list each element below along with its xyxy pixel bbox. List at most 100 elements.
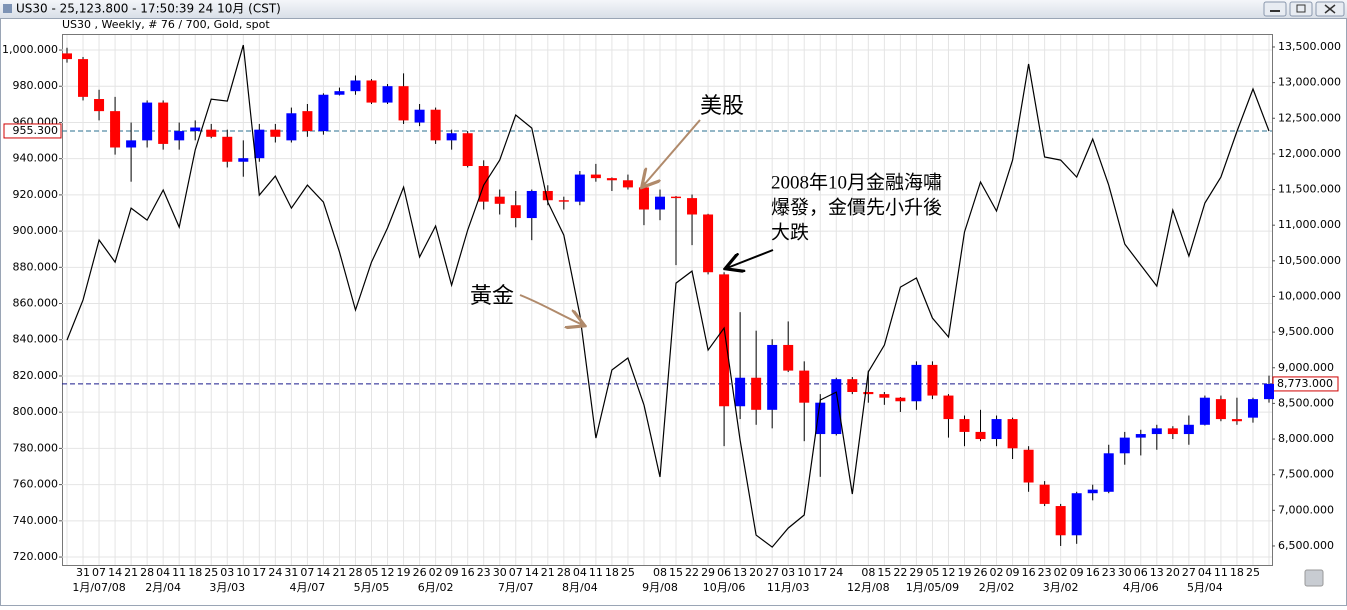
x-tick-label: 08 bbox=[653, 566, 667, 579]
candle-body bbox=[174, 131, 185, 141]
x-tick-label: 26 bbox=[974, 566, 988, 579]
y2-tick-label: 9,000.000 bbox=[1278, 361, 1334, 374]
x-tick-label: 23 bbox=[477, 566, 491, 579]
candle-body bbox=[703, 214, 714, 273]
x-tick-label: 25 bbox=[621, 566, 635, 579]
x-tick-label: 18 bbox=[188, 566, 202, 579]
candle-body bbox=[494, 196, 505, 204]
x-tick-label: 25 bbox=[1246, 566, 1260, 579]
x-tick-label: 18 bbox=[1230, 566, 1244, 579]
candle-body bbox=[526, 190, 537, 219]
x-tick-label: 17 bbox=[252, 566, 266, 579]
x-period-label: 1月/05/09 bbox=[906, 581, 959, 594]
x-tick-label: 06 bbox=[1134, 566, 1148, 579]
y2-tick-label: 11,500.000 bbox=[1278, 183, 1341, 196]
x-tick-label: 15 bbox=[669, 566, 683, 579]
x-period-label: 7月/07 bbox=[498, 581, 534, 594]
annotation-arrow bbox=[643, 119, 701, 186]
x-tick-label: 04 bbox=[573, 566, 587, 579]
annotation: 美股 bbox=[700, 93, 744, 118]
restore-button[interactable] bbox=[1289, 1, 1313, 17]
candle-body bbox=[879, 394, 890, 398]
candle-body bbox=[366, 80, 377, 103]
x-tick-label: 11 bbox=[172, 566, 186, 579]
y2-tick-label: 12,000.000 bbox=[1278, 147, 1341, 160]
candle-body bbox=[206, 129, 217, 137]
candle-body bbox=[767, 344, 778, 410]
minimize-button[interactable] bbox=[1263, 1, 1287, 17]
candle-body bbox=[815, 402, 826, 435]
x-tick-label: 10 bbox=[797, 566, 811, 579]
candle-body bbox=[1039, 484, 1050, 504]
price-label: 955.300 bbox=[13, 124, 59, 137]
x-tick-label: 07 bbox=[509, 566, 523, 579]
annotation-arrow bbox=[727, 249, 774, 268]
candle-body bbox=[751, 377, 762, 410]
candle-body bbox=[847, 379, 858, 392]
candle-body bbox=[126, 140, 137, 148]
y2-tick-label: 11,000.000 bbox=[1278, 218, 1341, 231]
y-tick-label: 1,000.000 bbox=[2, 43, 58, 56]
y2-tick-label: 10,500.000 bbox=[1278, 254, 1341, 267]
y2-tick-label: 13,000.000 bbox=[1278, 76, 1341, 89]
app-icon bbox=[3, 4, 12, 13]
candle-body bbox=[238, 158, 249, 162]
title-bar-bg bbox=[0, 0, 1347, 18]
candle-body bbox=[735, 377, 746, 407]
x-tick-label: 28 bbox=[348, 566, 362, 579]
restore-icon bbox=[1296, 4, 1306, 13]
x-period-label: 5月/05 bbox=[354, 581, 390, 594]
candle-body bbox=[911, 364, 922, 402]
title-bar: US30 - 25,123.800 - 17:50:39 24 10月 (CST… bbox=[0, 0, 1347, 18]
x-tick-label: 26 bbox=[413, 566, 427, 579]
x-period-label: 5月/04 bbox=[1187, 581, 1223, 594]
x-tick-label: 04 bbox=[156, 566, 170, 579]
minimize-icon bbox=[1270, 10, 1280, 12]
y2-tick-label: 7,000.000 bbox=[1278, 503, 1334, 516]
candle-body bbox=[270, 129, 281, 137]
y-tick-label: 900.000 bbox=[13, 224, 59, 237]
close-icon bbox=[1324, 4, 1336, 14]
candle-body bbox=[158, 102, 169, 144]
candle-body bbox=[1071, 493, 1082, 536]
annotation: 黃金 bbox=[470, 283, 514, 308]
candle-body bbox=[62, 53, 72, 60]
x-tick-label: 23 bbox=[1102, 566, 1116, 579]
x-tick-label: 10 bbox=[236, 566, 250, 579]
x-period-label: 2月/04 bbox=[145, 581, 181, 594]
x-tick-label: 21 bbox=[332, 566, 346, 579]
candle-body bbox=[318, 94, 329, 132]
x-tick-label: 18 bbox=[605, 566, 619, 579]
x-tick-label: 27 bbox=[1182, 566, 1196, 579]
x-tick-label: 29 bbox=[701, 566, 715, 579]
candle-body bbox=[382, 86, 393, 103]
candle-body bbox=[1119, 437, 1130, 454]
x-tick-label: 28 bbox=[140, 566, 154, 579]
annotation: 大跌 bbox=[771, 221, 809, 243]
candle-body bbox=[590, 174, 601, 179]
candle-body bbox=[1151, 428, 1162, 435]
annotation-arrow bbox=[519, 294, 583, 325]
candle-body bbox=[350, 80, 361, 92]
x-tick-label: 09 bbox=[1006, 566, 1020, 579]
y-tick-label: 800.000 bbox=[13, 405, 59, 418]
x-period-label: 2月/02 bbox=[979, 581, 1015, 594]
x-tick-label: 03 bbox=[781, 566, 795, 579]
x-tick-label: 23 bbox=[1038, 566, 1052, 579]
corner-icon[interactable] bbox=[1304, 569, 1324, 587]
y2-tick-label: 8,500.000 bbox=[1278, 396, 1334, 409]
y-tick-label: 720.000 bbox=[13, 550, 59, 563]
x-tick-label: 09 bbox=[1070, 566, 1084, 579]
y-tick-label: 940.000 bbox=[13, 152, 59, 165]
x-tick-label: 21 bbox=[124, 566, 138, 579]
x-tick-label: 02 bbox=[990, 566, 1004, 579]
x-period-label: 8月/04 bbox=[562, 581, 598, 594]
candle-body bbox=[542, 190, 553, 201]
candle-body bbox=[1135, 434, 1146, 438]
candle-body bbox=[430, 109, 441, 141]
candle-body bbox=[799, 370, 810, 403]
line-series bbox=[66, 44, 1270, 548]
candle-body bbox=[1167, 428, 1178, 435]
x-period-label: 4月/07 bbox=[290, 581, 326, 594]
